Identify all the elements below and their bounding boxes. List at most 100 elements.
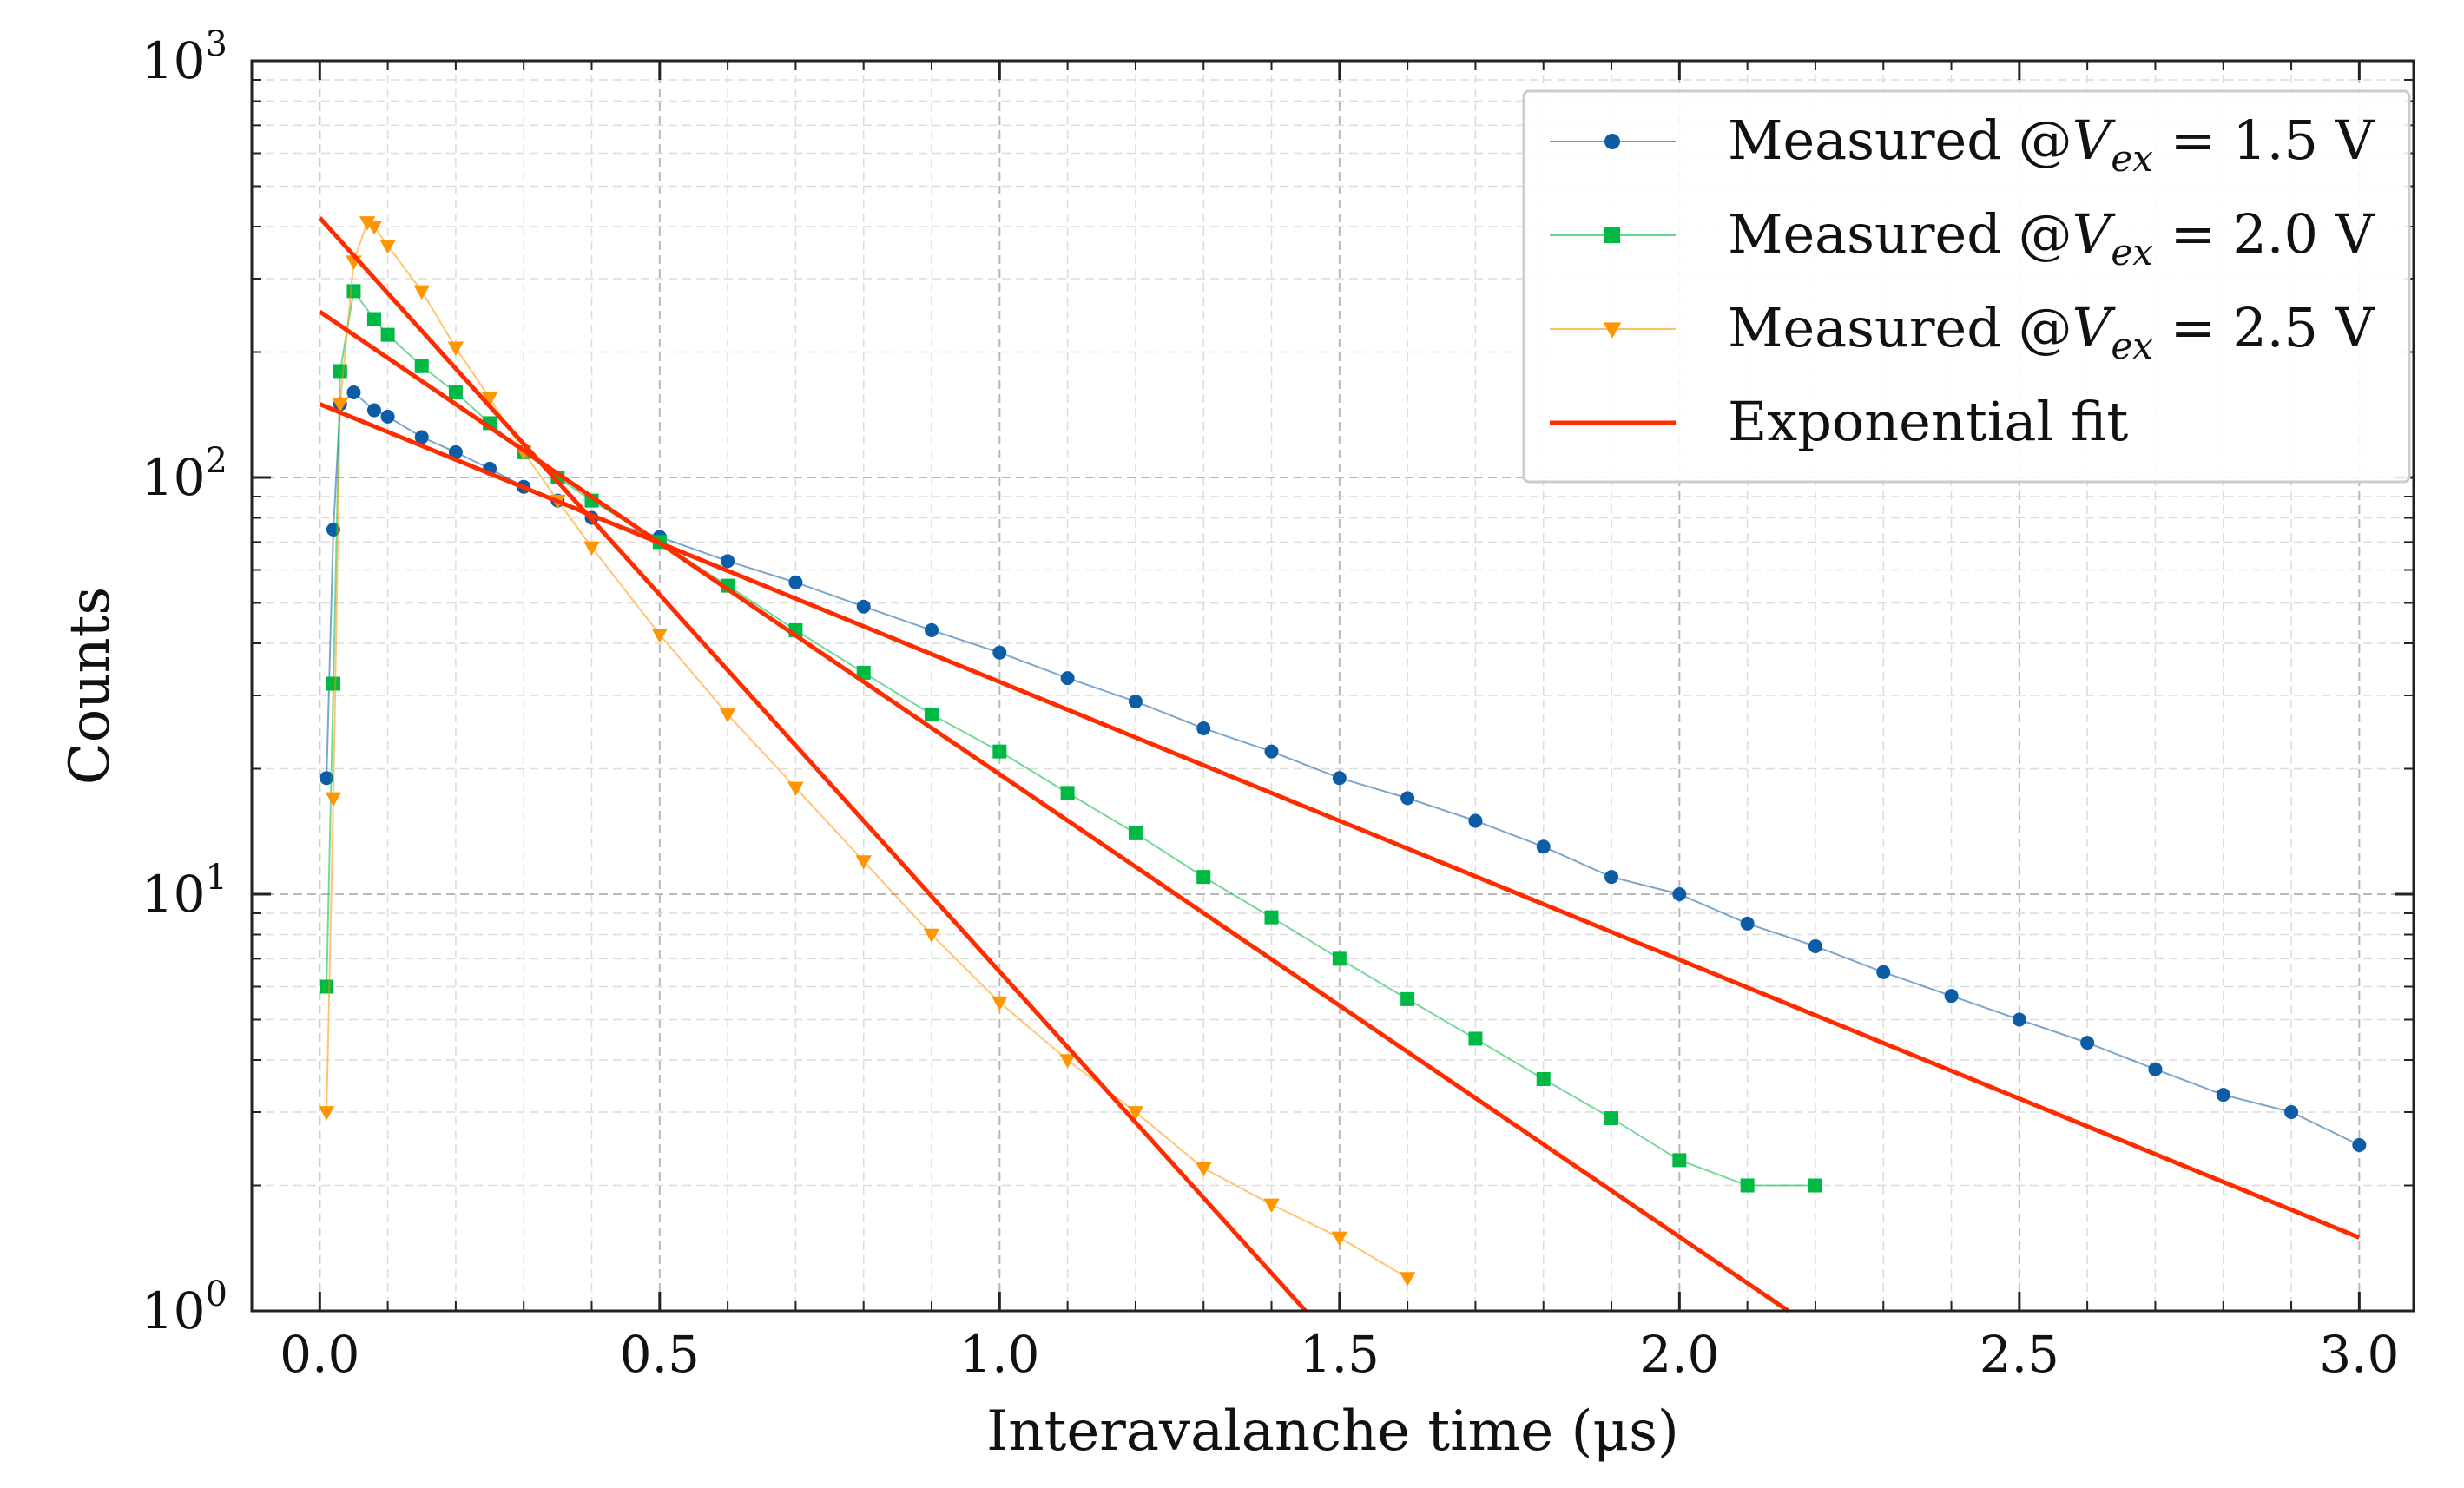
data-point	[414, 430, 429, 444]
legend-label: Measured @Vex = 1.5 V	[1728, 109, 2375, 180]
data-point	[1740, 916, 1755, 931]
x-tick-label: 1.5	[1300, 1325, 1380, 1384]
data-point	[855, 855, 872, 870]
data-point	[1263, 1198, 1280, 1214]
data-point	[2148, 1062, 2163, 1076]
data-point	[447, 341, 464, 356]
data-point	[925, 622, 939, 637]
data-point	[1196, 870, 1211, 885]
data-point	[413, 285, 430, 300]
data-point	[1060, 671, 1075, 686]
data-point	[1264, 910, 1279, 925]
data-point	[856, 665, 871, 680]
data-point	[1128, 695, 1143, 709]
data-point	[333, 364, 347, 379]
data-point	[448, 385, 463, 400]
legend-box	[1522, 89, 2411, 484]
data-point	[380, 409, 395, 424]
data-point	[1400, 791, 1415, 806]
data-point	[366, 403, 381, 418]
data-point	[1944, 989, 1959, 1004]
data-point	[1740, 1178, 1755, 1193]
data-point	[346, 284, 361, 299]
axis-ticks: 0.0 0.5 1.0 1.5 2.0 2.5 3.0 100 101 102 103	[142, 24, 2414, 1384]
data-point	[325, 792, 342, 807]
data-point	[359, 216, 376, 231]
data-point	[1536, 1071, 1551, 1086]
y-tick-label: 103	[142, 24, 227, 90]
legend-label: Measured @Vex = 2.5 V	[1728, 296, 2375, 367]
data-point	[2216, 1088, 2230, 1103]
data-point	[1672, 1153, 1687, 1168]
data-point	[1468, 1031, 1483, 1046]
x-tick-label: 0.5	[620, 1325, 700, 1384]
data-point	[1468, 813, 1483, 828]
x-tick-label: 1.0	[959, 1325, 1039, 1384]
data-point	[1127, 1106, 1144, 1121]
axes-frame	[250, 59, 2415, 1313]
data-point	[1331, 1231, 1348, 1247]
series-3	[318, 216, 1416, 1287]
x-tick-label: 0.0	[280, 1325, 359, 1384]
data-point	[2352, 1137, 2367, 1152]
data-point	[923, 928, 940, 944]
fit-line-2	[318, 309, 1790, 1314]
data-point	[787, 781, 804, 797]
fit-line-3	[318, 216, 1308, 1313]
data-point	[992, 744, 1007, 759]
data-point	[1196, 721, 1211, 735]
x-tick-label: 3.0	[2319, 1325, 2399, 1384]
legend-marker	[1604, 134, 1620, 149]
data-point	[320, 979, 334, 994]
x-tick-label: 2.0	[1639, 1325, 1719, 1384]
grid	[252, 61, 2414, 1311]
data-point	[1196, 1162, 1212, 1177]
data-point	[2012, 1012, 2026, 1027]
data-point	[1128, 826, 1143, 840]
data-point	[366, 221, 383, 235]
data-point	[992, 645, 1007, 660]
data-point	[788, 575, 803, 589]
data-point	[1264, 744, 1279, 759]
data-point	[379, 240, 396, 254]
data-point	[1400, 991, 1415, 1006]
data-point	[1808, 1178, 1822, 1193]
data-point	[1399, 1272, 1416, 1287]
data-point	[1332, 951, 1347, 966]
data-point	[320, 771, 334, 786]
data-point	[992, 996, 1008, 1011]
data-point	[332, 398, 348, 413]
data-point	[1604, 870, 1619, 885]
data-point	[1536, 839, 1551, 854]
legend-label: Measured @Vex = 2.0 V	[1728, 202, 2375, 273]
data-point	[366, 312, 381, 326]
fit-lines	[318, 216, 2361, 1314]
data-point	[925, 707, 939, 721]
data-point	[1672, 887, 1687, 901]
data-point	[651, 629, 669, 643]
data-point	[380, 327, 395, 342]
data-point	[318, 1106, 335, 1121]
legend-marker	[1604, 227, 1620, 243]
data-point	[1332, 771, 1347, 786]
data-point	[1808, 938, 1822, 953]
legend: Measured @Vex = 1.5 V Measured @Vex = 2.0…	[1522, 89, 2411, 484]
legend-marker	[1603, 322, 1622, 339]
data-point	[1060, 786, 1075, 800]
x-tick-label: 2.5	[1980, 1325, 2059, 1384]
data-point	[326, 676, 340, 691]
y-tick-label: 100	[142, 1274, 227, 1340]
data-point	[721, 554, 735, 569]
data-point	[1059, 1054, 1076, 1069]
data-point	[2284, 1104, 2299, 1119]
series-line	[326, 221, 1408, 1279]
data-point	[414, 359, 429, 373]
data-point	[719, 708, 736, 723]
data-point	[2080, 1036, 2095, 1050]
y-axis-label: Counts	[58, 587, 122, 786]
y-tick-label: 101	[142, 858, 227, 924]
data-point	[583, 541, 600, 556]
data-point	[448, 444, 463, 459]
x-axis-label: Interavalanche time (μs)	[986, 1399, 1679, 1464]
